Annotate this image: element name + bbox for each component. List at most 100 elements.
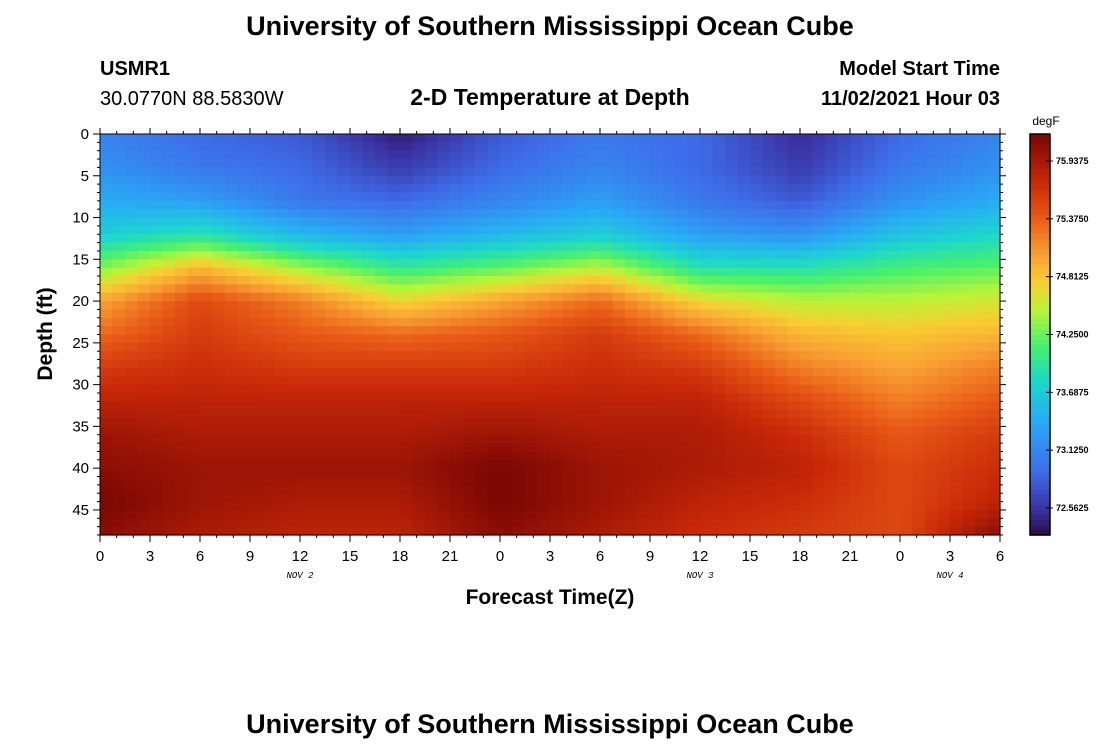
heatmap-cell [925, 284, 939, 294]
heatmap-cell [475, 501, 489, 511]
heatmap-cell [625, 468, 639, 478]
heatmap-cell [550, 409, 564, 419]
heatmap-cell [287, 134, 301, 143]
heatmap-cell [362, 476, 376, 486]
heatmap-cell [687, 326, 701, 336]
colorbar-segment [1030, 469, 1050, 476]
heatmap-cell [550, 484, 564, 494]
heatmap-cell [462, 367, 476, 377]
heatmap-cell [500, 518, 514, 528]
heatmap-cell [950, 443, 964, 453]
heatmap-cell [900, 200, 914, 210]
heatmap-cell [150, 334, 164, 344]
colorbar-segment [1030, 139, 1050, 145]
heatmap-cell [525, 434, 539, 444]
heatmap-cell [887, 342, 901, 352]
heatmap-cell [137, 217, 151, 227]
heatmap-cell [825, 493, 839, 503]
heatmap-cell [837, 134, 851, 143]
heatmap-cell [937, 526, 951, 536]
heatmap-cell [912, 234, 926, 244]
heatmap-cell [887, 284, 901, 294]
heatmap-cell [875, 250, 889, 260]
heatmap-cell [225, 526, 239, 536]
heatmap-cell [150, 309, 164, 319]
heatmap-cell [837, 501, 851, 511]
heatmap-cell [237, 200, 251, 210]
heatmap-cell [675, 451, 689, 461]
heatmap-cell [100, 392, 114, 402]
heatmap [100, 134, 1001, 536]
heatmap-cell [287, 476, 301, 486]
heatmap-cell [200, 292, 214, 302]
heatmap-cell [637, 242, 651, 252]
heatmap-cell [987, 284, 1001, 294]
heatmap-cell [825, 459, 839, 469]
heatmap-cell [337, 134, 351, 143]
colorbar-tick-label: 73.6875 [1056, 387, 1089, 397]
heatmap-cell [612, 292, 626, 302]
heatmap-cell [337, 142, 351, 152]
heatmap-cell [287, 309, 301, 319]
heatmap-cell [612, 476, 626, 486]
heatmap-cell [237, 259, 251, 269]
heatmap-cell [450, 334, 464, 344]
heatmap-cell [462, 459, 476, 469]
heatmap-cell [375, 426, 389, 436]
heatmap-cell [375, 209, 389, 219]
heatmap-cell [850, 351, 864, 361]
heatmap-cell [450, 493, 464, 503]
heatmap-cell [850, 259, 864, 269]
heatmap-cell [412, 351, 426, 361]
heatmap-cell [287, 509, 301, 519]
heatmap-cell [650, 225, 664, 235]
heatmap-cell [750, 451, 764, 461]
heatmap-cell [525, 418, 539, 427]
heatmap-cell [387, 426, 401, 436]
heatmap-cell [725, 242, 739, 252]
heatmap-cell [862, 192, 876, 202]
heatmap-cell [225, 468, 239, 478]
heatmap-cell [562, 476, 576, 486]
heatmap-cell [475, 359, 489, 369]
heatmap-cell [800, 159, 814, 169]
heatmap-cell [612, 443, 626, 453]
heatmap-cell [787, 184, 801, 194]
heatmap-cell [312, 192, 326, 202]
heatmap-cell [575, 501, 589, 511]
heatmap-cell [262, 367, 276, 377]
heatmap-cell [250, 200, 264, 210]
heatmap-cell [262, 334, 276, 344]
heatmap-cell [837, 217, 851, 227]
heatmap-cell [637, 142, 651, 152]
heatmap-cell [637, 526, 651, 536]
heatmap-cell [725, 284, 739, 294]
heatmap-cell [650, 334, 664, 344]
heatmap-cell [425, 317, 439, 327]
heatmap-cell [950, 359, 964, 369]
heatmap-cell [500, 159, 514, 169]
heatmap-cell [675, 518, 689, 528]
heatmap-cell [562, 284, 576, 294]
heatmap-cell [787, 434, 801, 444]
heatmap-cell [225, 484, 239, 494]
heatmap-cell [375, 376, 389, 386]
heatmap-cell [200, 468, 214, 478]
heatmap-cell [337, 426, 351, 436]
heatmap-cell [112, 509, 126, 519]
heatmap-cell [687, 150, 701, 160]
heatmap-cell [212, 468, 226, 478]
heatmap-cell [812, 392, 826, 402]
heatmap-cell [100, 351, 114, 361]
heatmap-cell [587, 167, 601, 177]
heatmap-cell [737, 292, 751, 302]
y-tick-label: 20 [72, 293, 89, 310]
heatmap-cell [187, 259, 201, 269]
heatmap-cell [412, 209, 426, 219]
heatmap-cell [137, 476, 151, 486]
heatmap-cell [537, 526, 551, 536]
heatmap-cell [325, 209, 339, 219]
heatmap-cell [300, 284, 314, 294]
heatmap-cell [562, 526, 576, 536]
heatmap-cell [637, 234, 651, 244]
